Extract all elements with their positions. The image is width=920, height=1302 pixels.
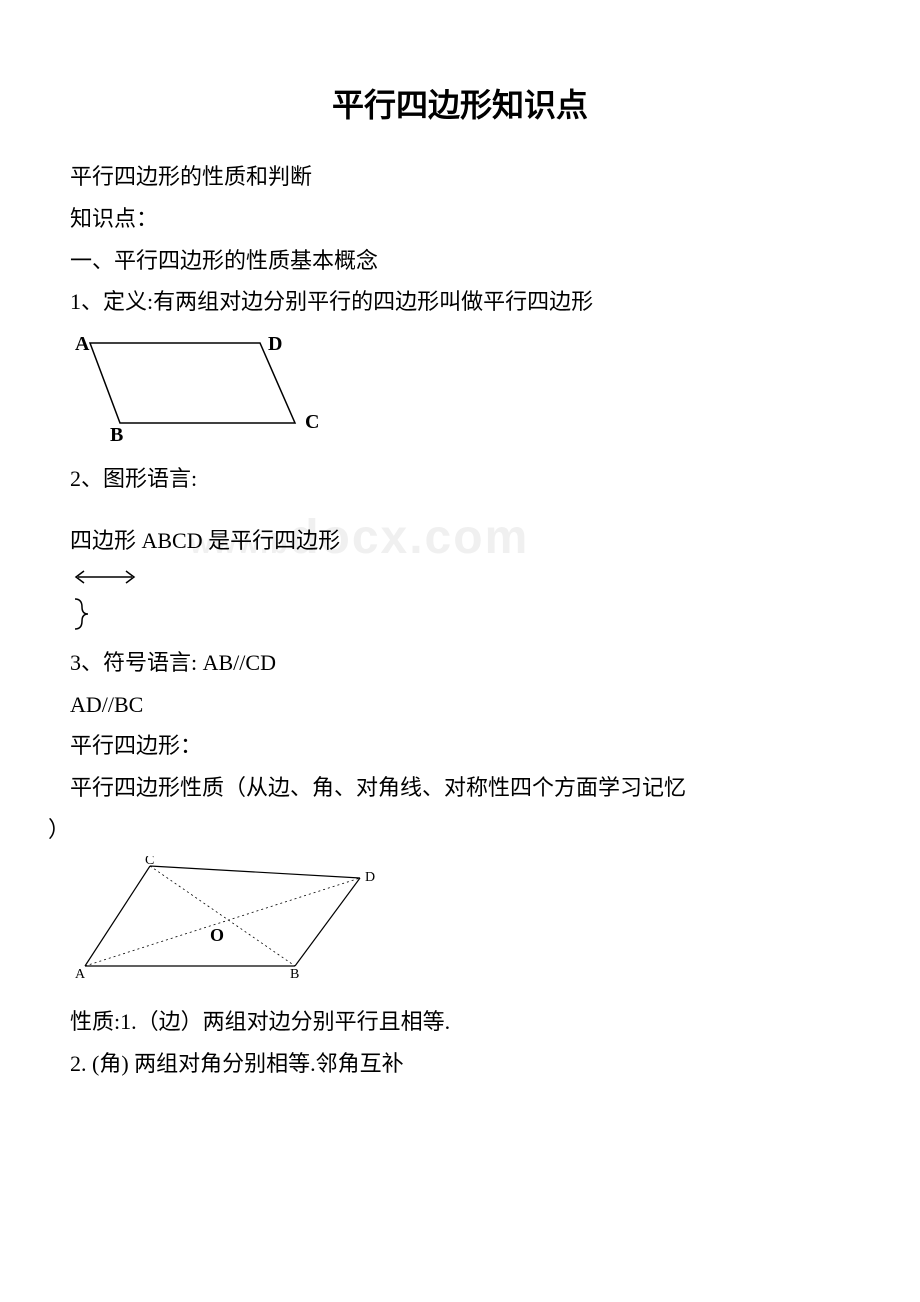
parallelogram-colon: 平行四边形： (70, 725, 850, 767)
double-arrow-icon (70, 567, 850, 592)
section-1-heading: 一、平行四边形的性质基本概念 (70, 240, 850, 282)
definition-line: 1、定义:有两组对边分别平行的四边形叫做平行四边形 (70, 281, 850, 323)
label2-B: B (290, 967, 299, 982)
quadrilateral-statement: 四边形 ABCD 是平行四边形 (70, 520, 850, 562)
subtitle-line: 平行四边形的性质和判断 (70, 156, 850, 198)
property-2: 2. (角) 两组对角分别相等.邻角互补 (70, 1043, 850, 1085)
label-B: B (110, 424, 123, 443)
label2-C: C (145, 856, 154, 868)
parallelogram-diagram-1: A D B C (70, 328, 850, 448)
page-title: 平行四边形知识点 (70, 80, 850, 126)
closing-paren: ） (70, 809, 850, 851)
brace-icon (70, 597, 850, 637)
parallelogram-diagram-2: C D A B O (70, 856, 850, 991)
label-A: A (75, 333, 90, 355)
parallelogram-svg-1: A D B C (70, 328, 330, 443)
label2-A: A (75, 967, 86, 982)
label2-D: D (365, 870, 375, 885)
properties-intro: 平行四边形性质（从边、角、对角线、对称性四个方面学习记忆 (70, 767, 850, 809)
label-D: D (268, 333, 282, 355)
symbol-language-line: 3、符号语言: AB//CD (70, 642, 850, 684)
knowledge-label: 知识点： (70, 198, 850, 240)
property-1: 性质:1.（边）两组对边分别平行且相等. (70, 1001, 850, 1043)
ad-bc-line: AD//BC (70, 684, 850, 726)
parallelogram-svg-2: C D A B O (70, 856, 390, 986)
label-C: C (305, 411, 319, 433)
graphic-language-line: 2、图形语言: (70, 458, 850, 500)
label2-O: O (210, 925, 224, 945)
